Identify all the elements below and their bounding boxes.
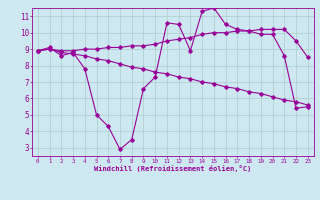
X-axis label: Windchill (Refroidissement éolien,°C): Windchill (Refroidissement éolien,°C) — [94, 165, 252, 172]
